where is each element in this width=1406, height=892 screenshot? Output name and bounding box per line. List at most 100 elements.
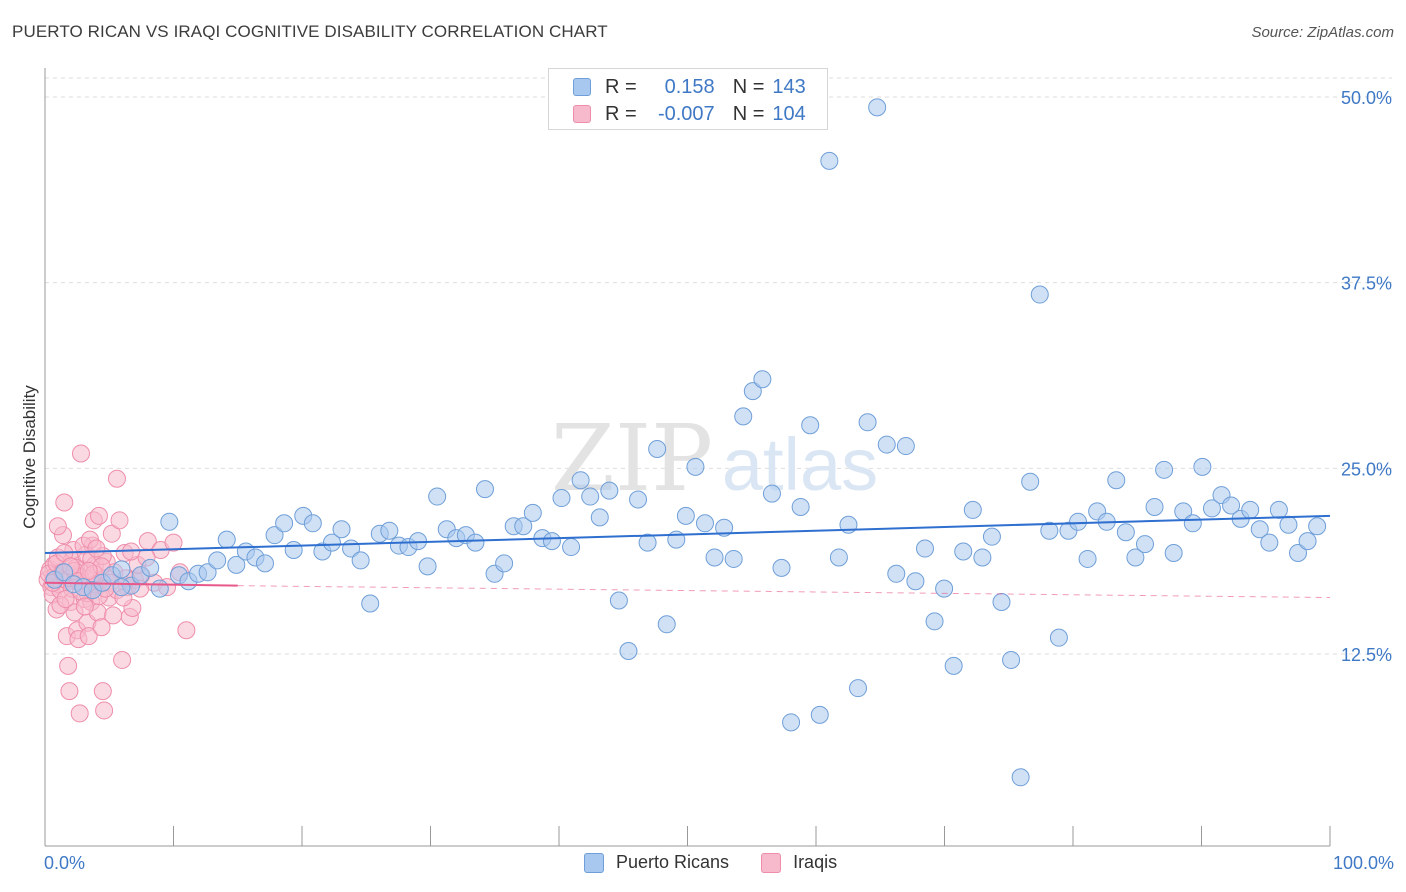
point-puerto-ricans <box>915 539 934 558</box>
point-puerto-ricans <box>1155 460 1174 479</box>
point-iraqis <box>93 682 112 701</box>
r-label: R = <box>605 102 637 125</box>
point-iraqis <box>70 704 89 723</box>
series-puerto-ricans <box>45 98 1327 787</box>
point-puerto-ricans <box>160 512 179 531</box>
point-iraqis <box>55 493 74 512</box>
point-iraqis <box>48 517 67 536</box>
legend-swatch-puerto-ricans <box>573 78 591 96</box>
point-puerto-ricans <box>1002 650 1021 669</box>
point-puerto-ricans <box>332 520 351 539</box>
point-iraqis <box>79 627 98 646</box>
point-puerto-ricans <box>275 514 294 533</box>
point-puerto-ricans <box>695 514 714 533</box>
point-puerto-ricans <box>935 579 954 598</box>
point-puerto-ricans <box>858 413 877 432</box>
x-tick-label: 0.0% <box>44 853 85 873</box>
point-puerto-ricans <box>762 484 781 503</box>
point-iraqis <box>75 597 94 616</box>
point-puerto-ricans <box>542 532 561 551</box>
legend-swatch-iraqis <box>573 105 591 123</box>
point-puerto-ricans <box>743 382 762 401</box>
point-puerto-ricans <box>1069 512 1088 531</box>
point-puerto-ricans <box>255 554 274 573</box>
point-iraqis <box>60 682 79 701</box>
point-iraqis <box>113 650 132 669</box>
point-puerto-ricans <box>600 481 619 500</box>
y-tick-label: 25.0% <box>1341 459 1392 479</box>
grid-lines <box>45 77 1392 655</box>
legend-item-iraqis[interactable]: Iraqis <box>761 852 837 873</box>
point-puerto-ricans <box>1021 472 1040 491</box>
point-puerto-ricans <box>265 526 284 545</box>
point-puerto-ricans <box>590 508 609 527</box>
point-puerto-ricans <box>676 506 695 525</box>
point-puerto-ricans <box>619 642 638 661</box>
point-puerto-ricans <box>581 487 600 506</box>
point-iraqis <box>92 618 111 637</box>
point-puerto-ricans <box>963 500 982 519</box>
point-puerto-ricans <box>638 533 657 552</box>
point-iraqis <box>71 444 90 463</box>
legend-swatch <box>761 852 782 873</box>
x-tick-label: 100.0% <box>1333 853 1394 873</box>
point-puerto-ricans <box>1298 532 1317 551</box>
trendline-iraqis-extension <box>237 585 1331 599</box>
point-puerto-ricans <box>782 713 801 732</box>
point-puerto-ricans <box>657 615 676 634</box>
point-puerto-ricans <box>715 518 734 537</box>
series-legend: Puerto Ricans Iraqis <box>584 852 869 873</box>
point-puerto-ricans <box>724 549 743 568</box>
point-iraqis <box>56 590 75 609</box>
point-puerto-ricans <box>753 370 772 389</box>
legend-swatch <box>584 852 604 873</box>
point-puerto-ricans <box>686 457 705 476</box>
point-iraqis <box>164 533 183 552</box>
legend-item-puerto-ricans[interactable]: Puerto Ricans <box>584 852 729 873</box>
point-puerto-ricans <box>1164 543 1183 562</box>
point-puerto-ricans <box>982 527 1001 546</box>
point-puerto-ricans <box>1183 514 1202 533</box>
point-puerto-ricans <box>150 579 169 598</box>
point-puerto-ricans <box>877 435 896 454</box>
n-value: 104 <box>772 102 806 125</box>
y-tick-label: 50.0% <box>1341 88 1392 108</box>
axis-labels: 12.5% 25.0% 37.5% 50.0% 0.0% 100.0% Cognitive … <box>20 88 1394 873</box>
point-puerto-ricans <box>351 551 370 570</box>
point-puerto-ricans <box>1040 521 1059 540</box>
point-puerto-ricans <box>925 612 944 631</box>
r-label: R = <box>605 75 637 98</box>
point-puerto-ricans <box>562 538 581 557</box>
point-puerto-ricans <box>523 503 542 522</box>
point-puerto-ricans <box>896 437 915 456</box>
n-label: N = <box>732 102 765 125</box>
point-puerto-ricans <box>1078 549 1097 568</box>
point-puerto-ricans <box>1145 497 1164 516</box>
point-iraqis <box>102 524 121 543</box>
point-puerto-ricans <box>868 98 887 117</box>
point-puerto-ricans <box>772 558 791 577</box>
point-puerto-ricans <box>1116 523 1135 542</box>
y-tick-label: 37.5% <box>1341 274 1392 294</box>
point-puerto-ricans <box>322 533 341 552</box>
point-iraqis <box>79 561 98 580</box>
r-value: -0.007 <box>657 102 715 125</box>
point-puerto-ricans <box>849 679 868 698</box>
point-puerto-ricans <box>198 563 217 582</box>
point-puerto-ricans <box>944 656 963 675</box>
point-puerto-ricans <box>791 497 810 516</box>
point-puerto-ricans <box>552 489 571 508</box>
point-puerto-ricans <box>141 558 160 577</box>
point-puerto-ricans <box>361 594 380 613</box>
trendline-iraqis <box>44 581 238 587</box>
point-puerto-ricans <box>906 572 925 591</box>
point-puerto-ricans <box>227 555 246 574</box>
point-puerto-ricans <box>428 487 447 506</box>
point-puerto-ricans <box>495 554 514 573</box>
point-puerto-ricans <box>801 416 820 435</box>
point-puerto-ricans <box>954 542 973 561</box>
point-puerto-ricans <box>820 151 839 170</box>
source-label: Source: ZipAtlas.com <box>1251 24 1394 41</box>
point-iraqis <box>110 511 129 530</box>
